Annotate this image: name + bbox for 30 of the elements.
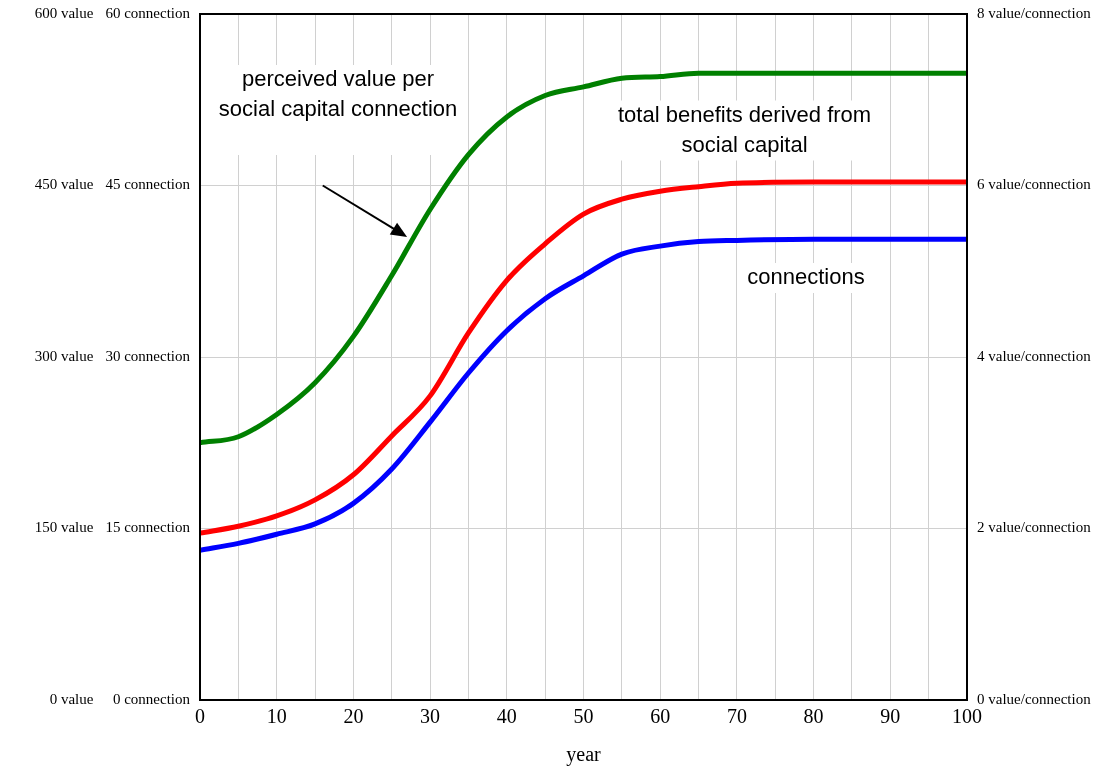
x-tick-label: 10: [266, 705, 287, 728]
x-tick-label: 70: [726, 705, 747, 728]
x-tick-label: 30: [420, 705, 441, 728]
series-label: perceived value per social capital connection: [218, 66, 458, 122]
x-tick-label: 40: [496, 705, 517, 728]
x-axis-title: year: [566, 743, 602, 767]
y3-tick-label: 2 value/connection: [977, 519, 1092, 536]
y2-tick-label: 600 value: [34, 4, 94, 21]
y3-tick-label: 6 value/connection: [977, 176, 1092, 193]
y3-tick-label: 4 value/connection: [977, 347, 1092, 364]
series-label: total benefits derived from social capital: [618, 101, 872, 157]
x-tick-label: 80: [803, 705, 824, 728]
x-tick-label: 0: [195, 705, 205, 728]
y2-tick-label: 150 value: [34, 519, 94, 536]
x-tick-label: 50: [573, 705, 594, 728]
y-tick-label: 15 connection: [105, 519, 191, 536]
y2-tick-label: 450 value: [34, 176, 94, 193]
series-label: connections: [747, 264, 865, 290]
y2-tick-label: 300 value: [34, 347, 94, 364]
y-tick-label: 0 connection: [112, 690, 191, 707]
y-tick-label: 45 connection: [105, 176, 191, 193]
y-tick-label: 30 connection: [105, 347, 191, 364]
x-tick-label: 60: [650, 705, 671, 728]
x-tick-label: 20: [343, 705, 364, 728]
y3-tick-label: 0 value/connection: [977, 690, 1092, 707]
x-tick-label: 90: [880, 705, 901, 728]
y3-tick-label: 8 value/connection: [977, 4, 1092, 21]
y2-tick-label: 0 value: [49, 690, 94, 707]
y-tick-label: 60 connection: [105, 4, 191, 21]
x-tick-label: 100: [952, 705, 982, 728]
